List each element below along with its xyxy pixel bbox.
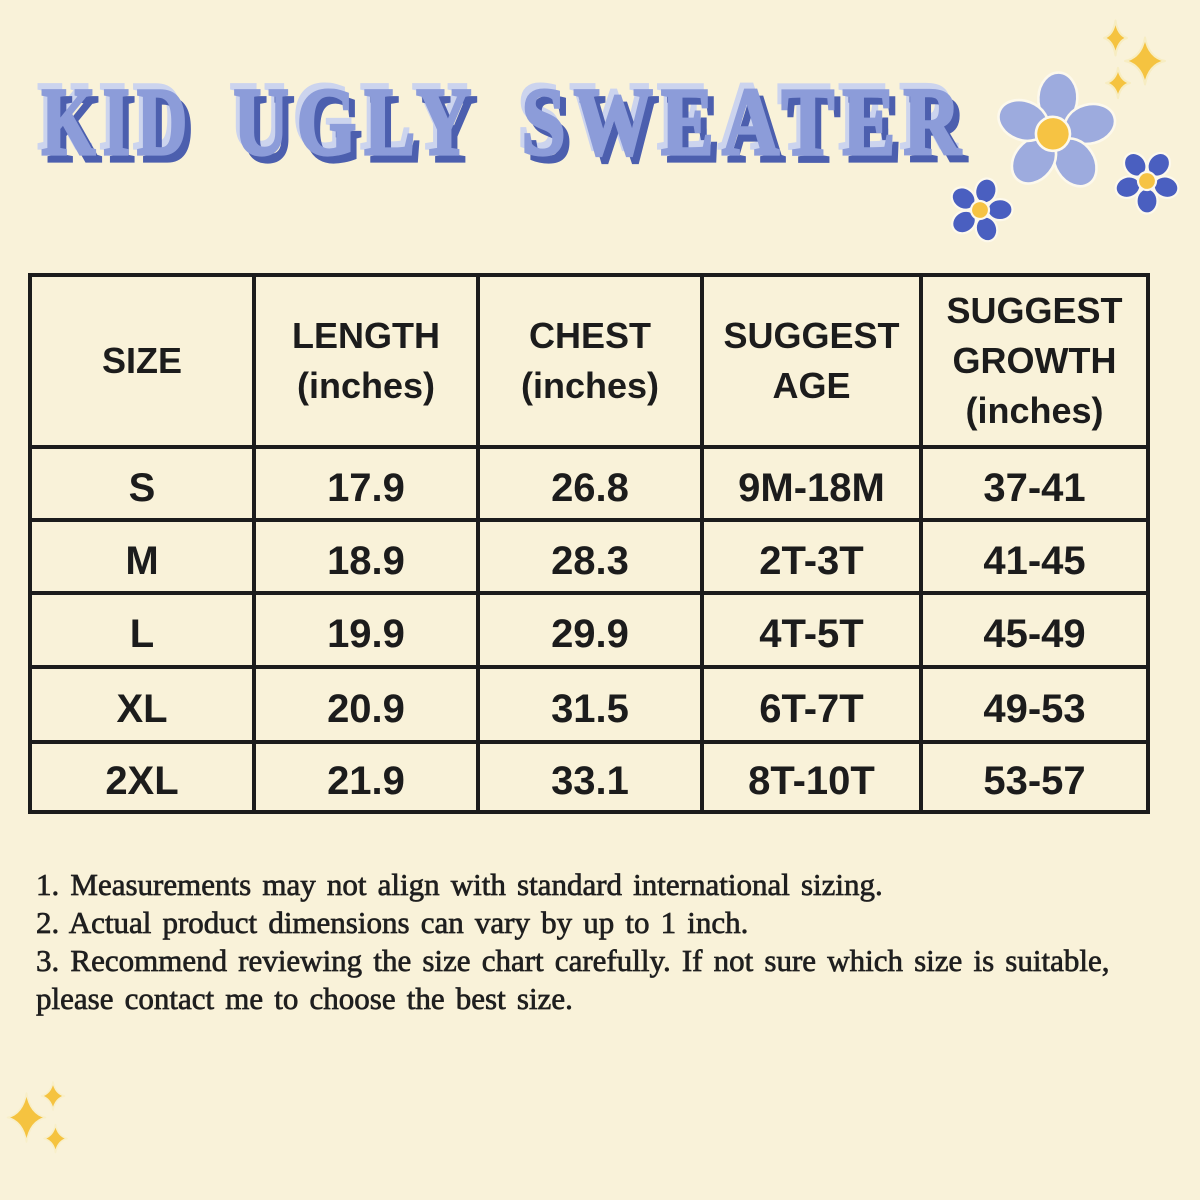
svg-text:SWEATER: SWEATER [522, 70, 969, 176]
svg-text:KID: KID [48, 76, 201, 183]
svg-text:KID: KID [42, 69, 195, 176]
svg-text:SWEATER: SWEATER [528, 77, 975, 183]
svg-text:UGLY: UGLY [230, 63, 476, 169]
svg-text:KID: KID [38, 63, 191, 170]
svg-text:UGLY: UGLY [234, 69, 480, 175]
svg-text:SWEATER: SWEATER [518, 64, 965, 170]
svg-text:UGLY: UGLY [240, 76, 486, 182]
